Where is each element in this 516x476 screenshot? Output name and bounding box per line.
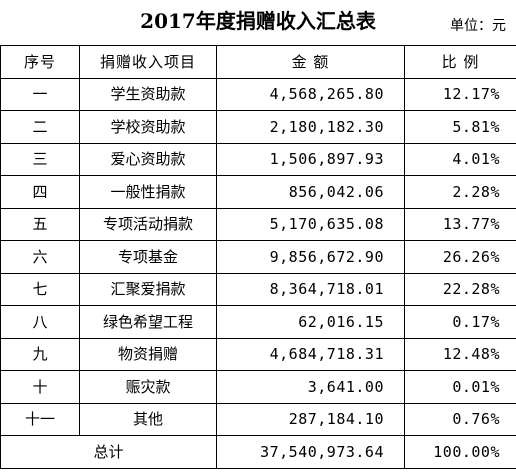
table-row: 六 专项基金 9,856,672.90 26.26% [0,240,516,274]
row-seq: 十一 [0,402,80,436]
table-row: 二 学校资助款 2,180,182.30 5.81% [0,110,516,144]
row-item: 专项活动捐款 [79,207,217,241]
row-item: 物资捐赠 [79,337,217,371]
row-ratio: 5.81% [404,110,516,144]
column-header-seq: 序号 [0,45,80,79]
title-bar: 2017年度捐赠收入汇总表 单位：元 [0,0,516,45]
row-amount: 287,184.10 [216,402,405,436]
row-item: 学校资助款 [79,110,217,144]
row-amount: 856,042.06 [216,175,405,209]
row-amount: 3,641.00 [216,370,405,404]
row-seq: 七 [0,272,80,306]
row-ratio: 4.01% [404,142,516,176]
column-header-item: 捐赠收入项目 [79,45,217,79]
table-row: 十一 其他 287,184.10 0.76% [0,402,516,436]
row-amount: 2,180,182.30 [216,110,405,144]
total-ratio: 100.00% [404,435,516,469]
row-amount: 8,364,718.01 [216,272,405,306]
row-ratio: 22.28% [404,272,516,306]
row-amount: 4,684,718.31 [216,337,405,371]
table-row: 九 物资捐赠 4,684,718.31 12.48% [0,337,516,371]
row-seq: 九 [0,337,80,371]
row-seq: 十 [0,370,80,404]
table-row: 五 专项活动捐款 5,170,635.08 13.77% [0,207,516,241]
row-item: 其他 [79,402,217,436]
row-amount: 4,568,265.80 [216,77,405,111]
row-amount: 62,016.15 [216,305,405,339]
row-item: 一般性捐款 [79,175,217,209]
table-row: 一 学生资助款 4,568,265.80 12.17% [0,77,516,111]
row-seq: 六 [0,240,80,274]
row-ratio: 13.77% [404,207,516,241]
row-ratio: 12.17% [404,77,516,111]
row-item: 学生资助款 [79,77,217,111]
row-seq: 一 [0,77,80,111]
table-row: 十 赈灾款 3,641.00 0.01% [0,370,516,404]
unit-label: 单位：元 [450,18,506,34]
row-seq: 二 [0,110,80,144]
row-item: 绿色希望工程 [79,305,217,339]
donation-summary-table: 序号 捐赠收入项目 金 额 比 例 一 学生资助款 4,568,265.80 1… [0,45,516,469]
row-item: 专项基金 [79,240,217,274]
row-seq: 三 [0,142,80,176]
row-item: 汇聚爱捐款 [79,272,217,306]
total-amount: 37,540,973.64 [216,435,405,469]
row-amount: 5,170,635.08 [216,207,405,241]
row-ratio: 0.76% [404,402,516,436]
row-item: 爱心资助款 [79,142,217,176]
row-ratio: 2.28% [404,175,516,209]
row-ratio: 12.48% [404,337,516,371]
total-row: 总计 37,540,973.64 100.00% [0,435,516,469]
table-row: 七 汇聚爱捐款 8,364,718.01 22.28% [0,272,516,306]
row-seq: 五 [0,207,80,241]
row-seq: 八 [0,305,80,339]
table-row: 四 一般性捐款 856,042.06 2.28% [0,175,516,209]
total-label: 总计 [0,435,217,469]
table-row: 三 爱心资助款 1,506,897.93 4.01% [0,142,516,176]
row-amount: 9,856,672.90 [216,240,405,274]
column-header-amount: 金 额 [216,45,405,79]
table-row: 八 绿色希望工程 62,016.15 0.17% [0,305,516,339]
column-header-ratio: 比 例 [404,45,516,79]
row-seq: 四 [0,175,80,209]
page-title: 2017年度捐赠收入汇总表 [140,9,376,33]
row-ratio: 26.26% [404,240,516,274]
row-item: 赈灾款 [79,370,217,404]
row-amount: 1,506,897.93 [216,142,405,176]
row-ratio: 0.01% [404,370,516,404]
table-header-row: 序号 捐赠收入项目 金 额 比 例 [0,45,516,79]
row-ratio: 0.17% [404,305,516,339]
